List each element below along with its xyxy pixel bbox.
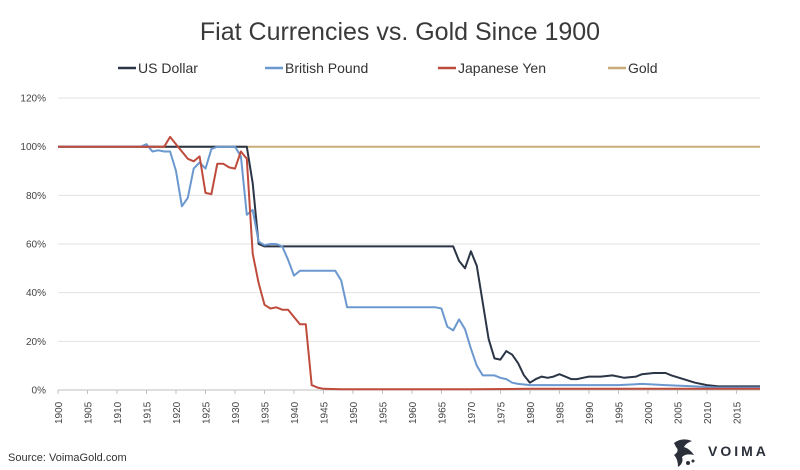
series-lines	[58, 135, 760, 391]
x-tick-label: 1935	[260, 401, 271, 424]
x-tick-label: 1910	[113, 401, 124, 424]
x-tick-label: 2015	[732, 401, 743, 424]
x-tick-label: 1960	[408, 401, 419, 424]
x-tick-label: 1970	[467, 401, 478, 424]
y-axis-ticks: 0% 20% 40% 60% 80% 100% 120%	[20, 94, 46, 397]
x-tick-label: 1945	[319, 401, 330, 424]
x-tick-label: 1915	[142, 401, 153, 424]
x-tick-label: 1965	[437, 401, 448, 424]
source-note: Source: VoimaGold.com	[8, 452, 127, 464]
x-tick-label: 1940	[290, 401, 301, 424]
x-tick-label: 1980	[526, 401, 537, 424]
series-line-us-dollar	[58, 145, 760, 388]
legend-label-us-dollar: US Dollar	[138, 60, 198, 76]
y-tick-label: 20%	[26, 337, 46, 348]
x-tick-label: 2000	[644, 401, 655, 424]
y-tick-label: 100%	[20, 142, 46, 153]
x-tick-label: 2010	[703, 401, 714, 424]
brand-emblem-icon	[674, 439, 695, 467]
x-tick-label: 1985	[555, 401, 566, 424]
legend: US Dollar British Pound Japanese Yen Gold	[118, 60, 658, 76]
series-line-japanese-yen	[58, 135, 760, 391]
legend-label-japanese-yen: Japanese Yen	[458, 60, 546, 76]
x-tick-label: 1995	[614, 401, 625, 424]
y-tick-label: 40%	[26, 288, 46, 299]
x-tick-label: 1930	[231, 401, 242, 424]
y-tick-label: 0%	[32, 386, 47, 397]
x-tick-label: 1925	[201, 401, 212, 424]
x-tick-label: 1920	[172, 401, 183, 424]
chart-title: Fiat Currencies vs. Gold Since 1900	[200, 18, 600, 46]
x-tick-label: 2005	[673, 401, 684, 424]
grid-lines	[58, 97, 760, 391]
x-tick-label: 1955	[378, 401, 389, 424]
x-tick-label: 1900	[54, 401, 65, 424]
y-tick-label: 120%	[20, 94, 46, 105]
legend-label-british-pound: British Pound	[285, 60, 368, 76]
x-tick-label: 1975	[496, 401, 507, 424]
x-axis-ticks: 1900 1905 1910 1915 1920 1925 1930 1935 1940 1945…	[54, 390, 743, 424]
x-tick-label: 1950	[349, 401, 360, 424]
x-tick-label: 1905	[83, 401, 94, 424]
brand-logo: VOIMA	[674, 439, 769, 467]
y-tick-label: 80%	[26, 191, 46, 202]
brand-name: VOIMA	[708, 443, 769, 459]
x-tick-label: 1990	[585, 401, 596, 424]
y-tick-label: 60%	[26, 240, 46, 251]
legend-label-gold: Gold	[628, 60, 658, 76]
series-line-british-pound	[58, 143, 760, 389]
